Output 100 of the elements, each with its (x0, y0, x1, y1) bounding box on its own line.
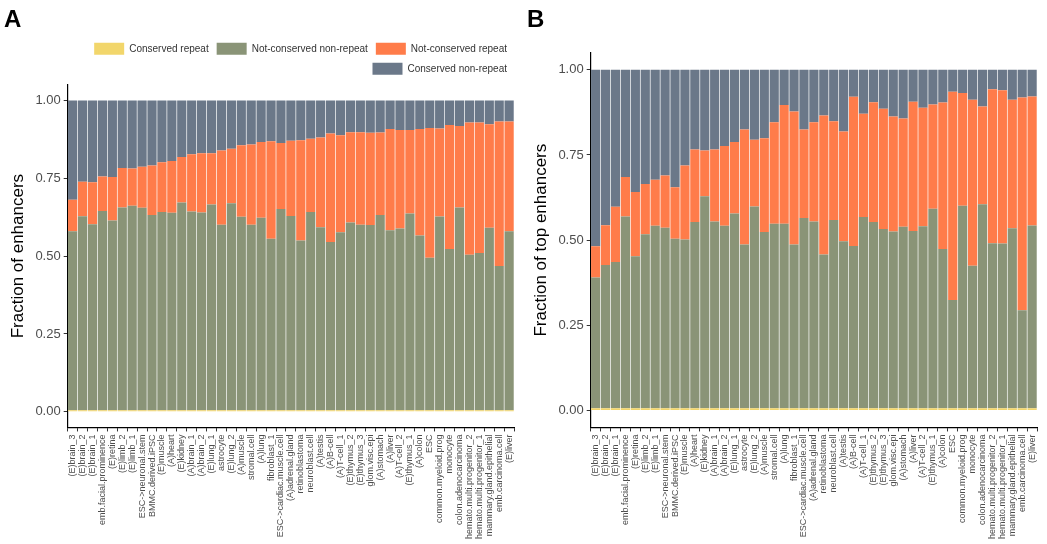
x-tick-label: (A)muscle (235, 434, 246, 475)
x-tick-label: BMMC.derived.iPSC (146, 433, 157, 517)
x-tick-label: emb.facial.prominence (619, 434, 630, 525)
chart-title: A (4, 5, 22, 33)
x-tick-label: colon.adenocarcinoma (454, 434, 464, 525)
x-tick-label: (A)brain_1 (709, 434, 720, 477)
x-tick-label: (E)brain_2 (600, 434, 611, 477)
x-tick-label: neuroblast.cell (305, 434, 316, 493)
x-tick-label: BMMC.derived.iPSC (669, 433, 680, 517)
x-tick-label: (E)brain_1 (86, 434, 97, 477)
x-tick-label: (E)liver (1026, 434, 1037, 463)
y-tick-label: 0.75 (558, 146, 584, 162)
x-tick-label: (E)brain_1 (609, 434, 620, 477)
x-tick-label: (A)T-cell_2 (917, 434, 928, 478)
y-axis-title: Fraction of top enhancers (530, 143, 550, 337)
x-tick-label: (A)adrenal.gland (808, 434, 819, 501)
x-tick-label: hemato.multi.progenitor_1 (473, 434, 484, 539)
x-tick-label: (E)limb_1 (126, 434, 137, 473)
x-tick-label: mammary.gland.epithelial (483, 434, 494, 537)
x-tick-label: (E)lung_2 (748, 434, 759, 474)
x-tick-label: monocyte (444, 434, 455, 474)
x-tick-label: hemato.multi.progenitor_2 (986, 434, 997, 539)
chart-title: B (527, 5, 545, 33)
x-tick-label: ESC->cardiac.muscle.cell (275, 434, 286, 538)
x-tick-label: neuroblast.cell (828, 434, 839, 493)
x-tick-label: (A)liver (384, 434, 395, 463)
x-tick-label: (E)thymus_2 (344, 434, 355, 486)
y-tick-label: 0.25 (558, 316, 584, 332)
x-tick-label: (A)T-cell_2 (394, 434, 405, 478)
x-tick-label: (A)adrenal.gland (285, 434, 296, 501)
x-tick-label: common.myeloid.prog (434, 434, 445, 523)
x-tick-label: (A)testis (315, 433, 326, 468)
x-tick-label: emb.carcinoma.cell (1016, 434, 1027, 512)
x-tick-label: astrocyte (738, 434, 749, 471)
x-tick-label: common.myeloid.prog (957, 434, 968, 523)
x-tick-label: emb.facial.prominence (96, 434, 107, 525)
x-tick-label: (A)lung (255, 434, 266, 464)
x-tick-label: (E)brain_3 (590, 434, 601, 477)
legend-label: Conserved non-repeat (407, 62, 508, 74)
x-tick-label: (E)limb_2 (639, 434, 650, 473)
y-tick-label: 0.50 (35, 247, 61, 263)
x-tick-label: (A)brain_1 (186, 434, 197, 477)
x-tick-label: (A)lung (778, 434, 789, 464)
x-tick-label: ESC->neuronal.stem (136, 434, 147, 519)
x-tick-label: (A)heart (166, 433, 177, 467)
x-tick-label: (E)limb_1 (649, 434, 660, 473)
x-tick-label: stromal.cell (245, 434, 256, 480)
x-tick-label: (E)kidney (699, 433, 710, 473)
x-tick-label: glom.visc.epi (364, 434, 375, 487)
x-tick-label: (E)limb_2 (116, 434, 127, 473)
x-tick-label: (E)muscle (156, 434, 167, 475)
x-tick-label: ESC->cardiac.muscle.cell (798, 434, 809, 538)
x-tick-label: (A)muscle (758, 434, 769, 475)
x-tick-label: (E)retina (629, 434, 640, 469)
x-tick-label: stromal.cell (768, 434, 779, 480)
x-tick-label: (E)thymus_3 (354, 434, 365, 486)
x-tick-label: ESC->neuronal.stem (659, 434, 670, 519)
x-tick-label: (E)muscle (679, 434, 690, 475)
x-tick-label: (A)testis (838, 433, 849, 468)
x-tick-label: (E)thymus_1 (927, 434, 938, 486)
x-tick-label: (A)brain_2 (196, 434, 207, 477)
x-tick-label: (A)stomach (897, 434, 908, 481)
x-tick-label: glom.visc.epi (887, 434, 898, 487)
y-tick-label: 1.00 (35, 91, 61, 107)
x-tick-label: astrocyte (215, 434, 226, 471)
y-tick-label: 0.50 (558, 231, 584, 247)
x-tick-label: (A)T-cell_1 (857, 434, 868, 478)
x-tick-label: ESC (947, 433, 958, 453)
x-tick-label: retinoblastoma (818, 434, 829, 494)
x-tick-label: (A)B-cell (325, 434, 336, 469)
x-tick-label: fibroblast_1 (788, 434, 799, 481)
x-tick-label: (A)liver (907, 434, 918, 463)
x-tick-label: ESC (424, 433, 435, 453)
x-tick-label: monocyte (967, 434, 978, 474)
x-tick-label: (A)stomach (374, 434, 385, 481)
x-tick-label: hemato.multi.progenitor_1 (996, 434, 1007, 539)
x-tick-label: (E)liver (503, 434, 514, 463)
y-tick-label: 1.00 (558, 61, 584, 77)
x-tick-label: (A)heart (689, 433, 700, 467)
y-tick-label: 0.00 (35, 403, 61, 419)
x-tick-label: mammary.gland.epithelial (1006, 434, 1017, 537)
x-tick-label: (E)brain_2 (77, 434, 88, 477)
x-tick-label: (E)lung_1 (206, 434, 217, 474)
x-tick-label: (E)lung_1 (729, 434, 740, 474)
legend-label: Conserved repeat (129, 42, 209, 54)
legend-label: Not-conserved repeat (410, 42, 508, 54)
x-tick-label: hemato.multi.progenitor_2 (463, 434, 474, 539)
x-tick-label: (E)kidney (176, 433, 187, 473)
x-tick-label: (A)T-cell_1 (334, 434, 345, 478)
x-tick-label: (A)colon (414, 434, 425, 468)
y-tick-label: 0.00 (558, 401, 584, 417)
x-tick-label: emb.carcinoma.cell (493, 434, 504, 512)
x-tick-label: (E)lung_2 (225, 434, 236, 474)
x-tick-label: (A)brain_2 (719, 434, 730, 477)
x-tick-label: (E)thymus_2 (867, 434, 878, 486)
x-tick-label: (E)thymus_1 (404, 434, 415, 486)
x-tick-label: fibroblast_1 (265, 434, 276, 481)
x-tick-label: (E)brain_3 (67, 434, 78, 477)
y-axis-title: Fraction of enhancers (7, 173, 27, 339)
x-tick-label: retinoblastoma (295, 434, 306, 494)
